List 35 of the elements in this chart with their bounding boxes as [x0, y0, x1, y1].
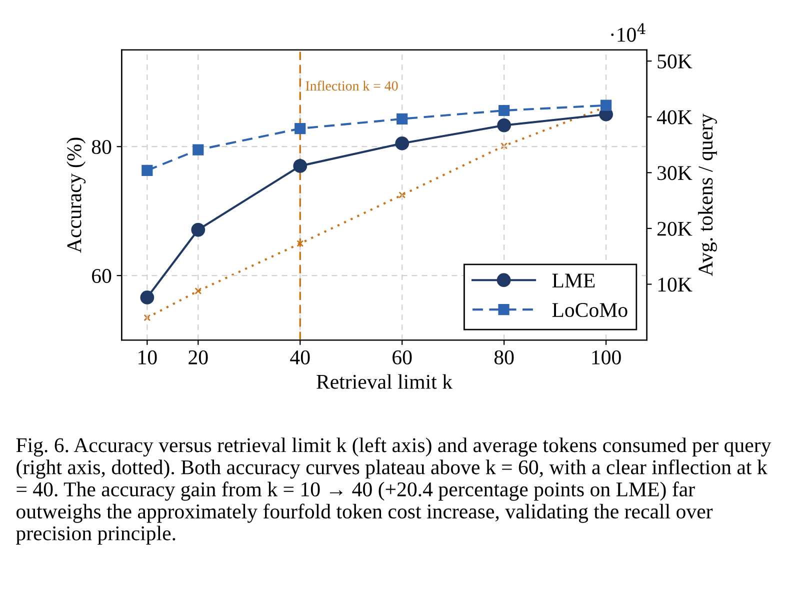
y2-tick-label: 40K [656, 110, 692, 124]
point [192, 144, 204, 156]
y2-tick-label: 10K [658, 278, 692, 292]
point [395, 136, 410, 150]
point [144, 314, 151, 322]
point [500, 142, 508, 150]
x-tick-label: 80 [494, 350, 514, 364]
text: ·10$^{4}$ [611, 23, 646, 42]
ref-line-label: Inflection k = 40 [306, 80, 398, 91]
point [194, 287, 202, 294]
point [294, 123, 306, 134]
point [600, 100, 612, 111]
y2-tick-label: 50K [658, 54, 692, 68]
point [293, 159, 308, 173]
y-axis-title: Accuracy (%) [66, 138, 86, 253]
point [142, 164, 153, 176]
point [191, 222, 206, 237]
x-tick-label: 10 [138, 350, 157, 364]
y2-axis-title: Avg. tokens / query [698, 114, 717, 276]
x-tick-label: 20 [188, 350, 208, 364]
point [396, 113, 408, 124]
x-tick-label: 100 [592, 350, 621, 364]
point [497, 118, 512, 132]
caption: Fig. 6. Accuracy versus retrieval limit k (left axis) and average tokens consumed per query (right axis, dotted). Both accuracy curves plateau above k = 60, with a clear inflection at k = 40. The accuracy gain from k = 10 → 40 (+20.4 percentage points on LME) far outweighs the approximately fourfold token cost increase, validating the recall over precision principle. [16, 437, 772, 545]
legend-label: LoCoMo [552, 303, 628, 318]
x-axis-title: Retrieval limit k [316, 374, 453, 389]
y2-tick-label: 30K [658, 166, 692, 180]
y2-tick-label: 20K [657, 222, 692, 236]
x-tick-label: 60 [392, 350, 412, 364]
legend-label: LME [552, 274, 595, 288]
point [398, 191, 406, 198]
point [140, 290, 154, 304]
point [296, 240, 304, 247]
x-tick-label: 40 [290, 350, 310, 364]
point [498, 104, 510, 116]
